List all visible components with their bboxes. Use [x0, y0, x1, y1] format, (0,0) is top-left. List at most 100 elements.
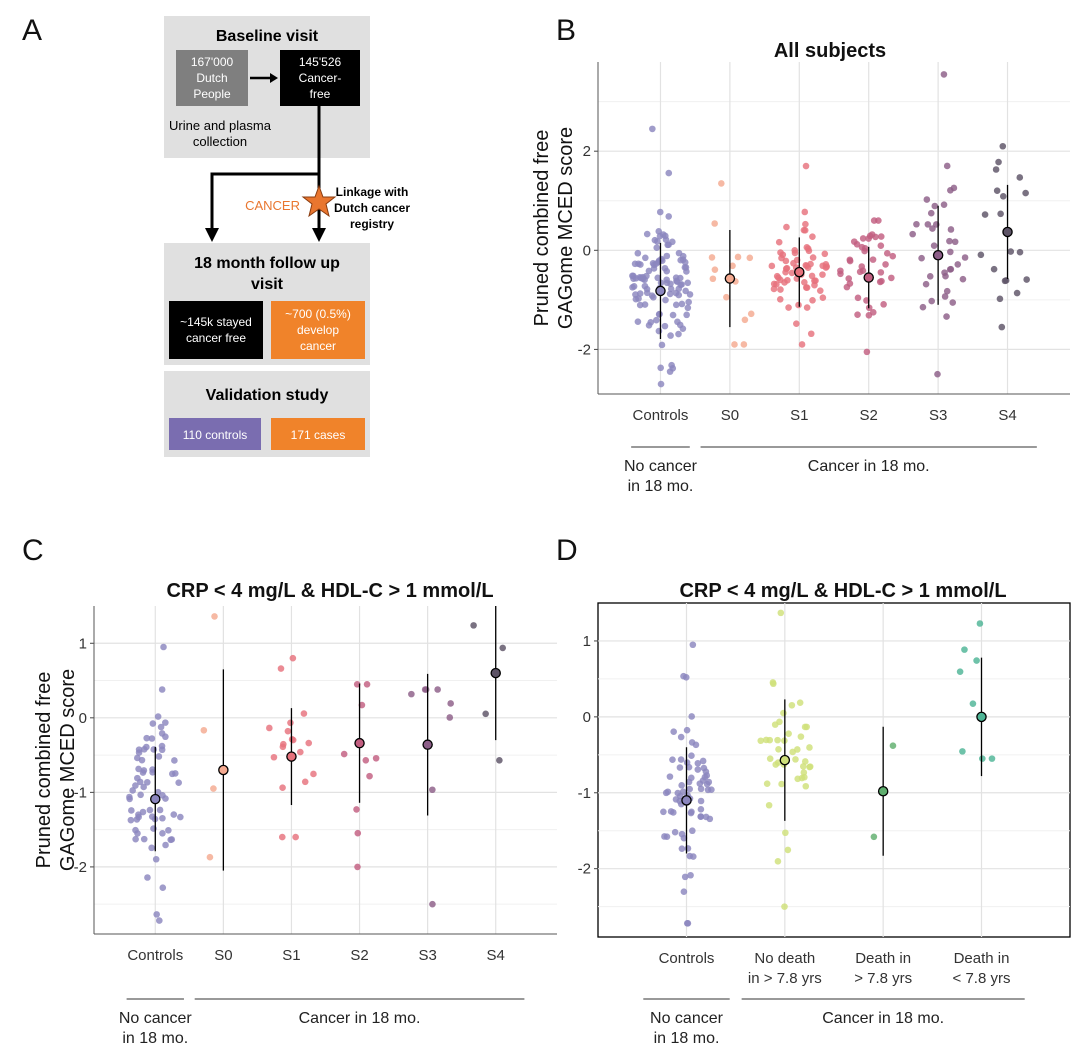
data-point — [969, 700, 977, 707]
x-tick-label: S0 — [214, 947, 232, 964]
data-point — [684, 845, 692, 852]
data-point — [699, 777, 707, 784]
data-point — [793, 320, 800, 327]
data-point — [774, 858, 782, 865]
data-point — [134, 754, 141, 762]
arrow-head-icon — [205, 228, 219, 242]
mean-marker — [932, 250, 944, 261]
data-point — [162, 795, 169, 802]
data-point — [811, 277, 818, 285]
data-point — [654, 238, 661, 245]
data-point — [667, 332, 674, 339]
data-point — [266, 724, 273, 732]
data-point — [447, 700, 454, 707]
data-point — [132, 835, 139, 843]
chart-c: -2 -1 0 1 CRP < 4 mg/L & HDL-C > 1 mmol/L Pru… — [33, 580, 557, 1047]
data-point — [653, 316, 660, 324]
data-point — [684, 304, 692, 312]
data-point — [988, 755, 996, 762]
data-point — [1023, 276, 1030, 283]
data-point — [156, 917, 163, 924]
data-point — [796, 699, 804, 706]
mean-marker — [354, 737, 365, 749]
data-point — [801, 723, 809, 731]
data-point — [740, 341, 748, 348]
x-tick-label: S0 — [721, 407, 739, 424]
y-tick-label: -2 — [578, 861, 591, 878]
data-point — [684, 279, 692, 287]
data-point — [689, 853, 697, 860]
mean-marker — [976, 711, 987, 723]
follow-up-title-2: visit — [251, 276, 284, 293]
data-point — [961, 254, 969, 261]
data-point — [177, 813, 184, 821]
x-tick-label: S4 — [487, 947, 505, 964]
data-point — [159, 814, 166, 822]
validation-title: Validation study — [206, 387, 329, 404]
data-point — [137, 791, 144, 799]
data-point — [661, 322, 669, 330]
data-point — [704, 786, 712, 794]
data-point — [643, 230, 651, 238]
data-point — [807, 330, 815, 338]
data-point — [694, 766, 702, 773]
plot-frame — [597, 602, 1071, 938]
controls-box — [169, 418, 261, 450]
data-point — [782, 257, 790, 265]
data-point — [146, 806, 154, 814]
data-point — [934, 370, 941, 378]
connector-left — [210, 172, 319, 232]
y-tick-label: 0 — [583, 709, 591, 726]
data-point — [689, 641, 697, 649]
data-point — [649, 125, 656, 133]
x-tick-label: Controls — [659, 950, 715, 967]
data-point — [801, 208, 809, 216]
data-point — [995, 158, 1002, 166]
data-point — [154, 713, 162, 720]
group-label: in 18 mo. — [654, 1030, 720, 1047]
data-point — [655, 311, 663, 318]
data-point — [645, 267, 653, 275]
data-point — [746, 254, 754, 262]
data-point — [663, 279, 671, 287]
data-point — [930, 242, 938, 249]
data-point — [664, 241, 671, 249]
data-point — [310, 770, 317, 778]
data-point — [666, 290, 674, 298]
data-point — [870, 833, 878, 841]
data-point — [880, 301, 887, 308]
data-point — [785, 304, 792, 311]
data-point — [949, 299, 957, 306]
mean-marker — [490, 667, 501, 679]
linkage-label-1: Linkage with — [336, 185, 409, 199]
data-point — [803, 244, 811, 251]
data-point — [976, 620, 984, 627]
data-point — [657, 380, 665, 388]
data-point — [353, 680, 361, 688]
data-point — [429, 900, 436, 908]
data-point — [672, 301, 680, 309]
chart-title: CRP < 4 mg/L & HDL-C > 1 mmol/L — [679, 580, 1006, 602]
data-point — [678, 845, 686, 852]
data-point — [997, 210, 1004, 218]
data-point — [675, 249, 683, 257]
data-point — [961, 646, 968, 653]
y-tick-label: -2 — [74, 859, 87, 876]
data-point — [795, 301, 802, 309]
data-point — [421, 686, 429, 693]
panel-label-b: B — [556, 14, 576, 47]
data-point — [942, 272, 949, 280]
y-axis-label: GAGome MCED score — [57, 669, 79, 871]
data-point — [675, 285, 683, 293]
data-point — [148, 735, 156, 742]
data-point — [127, 816, 135, 824]
data-point — [802, 220, 809, 228]
cases-box — [271, 418, 365, 450]
data-point — [918, 254, 925, 262]
data-point — [305, 739, 313, 747]
data-point — [637, 261, 644, 268]
data-point — [156, 806, 164, 814]
data-point — [846, 257, 854, 265]
mean-marker — [863, 272, 874, 283]
data-point — [777, 286, 784, 293]
